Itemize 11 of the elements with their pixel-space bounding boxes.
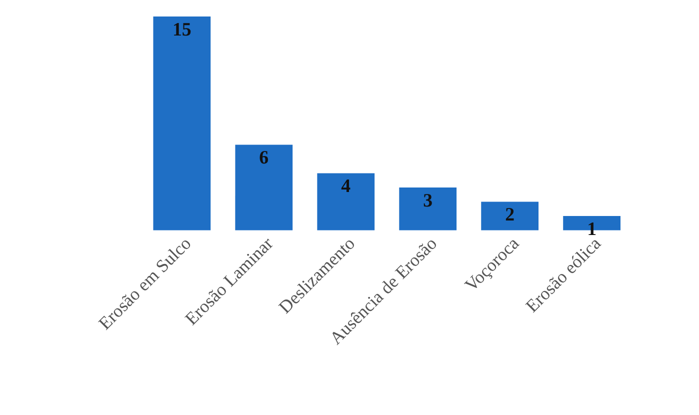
data-label: 4 (341, 176, 352, 198)
data-label: 3 (423, 190, 433, 212)
bar (399, 187, 457, 230)
data-label: 15 (172, 19, 192, 40)
bar (481, 202, 539, 230)
data-label: 2 (505, 204, 515, 226)
bar (235, 144, 293, 230)
data-label: 6 (259, 148, 269, 169)
bar (317, 173, 375, 230)
bar (153, 16, 211, 230)
data-label: 1 (587, 218, 597, 240)
